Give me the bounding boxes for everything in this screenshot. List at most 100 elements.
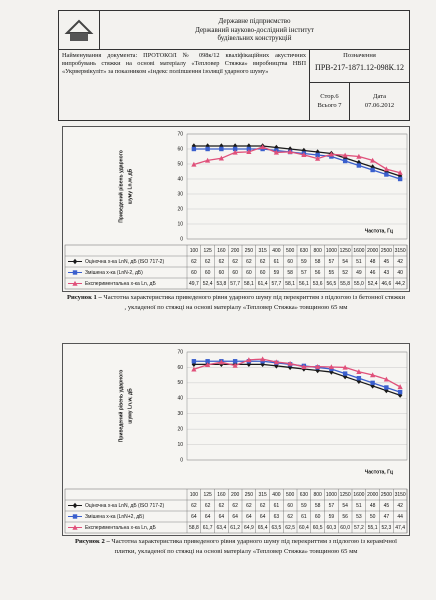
x-tick-label: 250 — [245, 248, 254, 254]
marker — [397, 384, 403, 390]
series-line — [193, 360, 401, 393]
marker — [191, 359, 197, 364]
table-value: 53 — [356, 514, 362, 520]
legend-label: Експериментальна х-ка Ln, дБ — [85, 281, 156, 287]
table-value: 48 — [370, 503, 376, 509]
marker — [72, 280, 78, 286]
table-value: 58,1 — [285, 281, 295, 287]
table-value: 62 — [191, 503, 197, 509]
x-tick-label: 800 — [313, 492, 322, 498]
marker — [315, 155, 321, 161]
table-value: 47 — [384, 514, 390, 520]
chart: 0 10 20 30 40 50 60 70 Приведений рівень ударног… — [62, 126, 410, 292]
table-value: 58,8 — [189, 525, 199, 531]
table-value: 64 — [191, 514, 197, 520]
x-tick-label: 1600 — [353, 248, 364, 254]
x-tick-label: 1000 — [326, 492, 337, 498]
marker — [328, 151, 334, 157]
table-value: 62 — [219, 503, 225, 509]
table-value: 65,4 — [258, 525, 268, 531]
marker — [356, 153, 362, 159]
marker — [287, 360, 293, 366]
table-value: 44,2 — [395, 281, 405, 287]
marker — [383, 376, 389, 382]
table-value: 60 — [232, 270, 238, 276]
x-tick-label: 2000 — [367, 248, 378, 254]
series-line — [193, 146, 401, 174]
marker — [72, 514, 78, 519]
y-tick-label: 30 — [177, 411, 183, 417]
chart: 0 10 20 30 40 50 60 70 Приведений рівень ударног… — [62, 343, 410, 536]
table-value: 64,9 — [244, 525, 254, 531]
x-axis-label: Частота, Гц — [365, 228, 394, 234]
caption-text: Частотна характеристика приведеного рівн… — [111, 538, 397, 555]
marker — [218, 155, 224, 161]
marker — [370, 372, 376, 378]
table-value: 54 — [342, 503, 348, 509]
date-label: Дата — [373, 93, 386, 100]
table-value: 56 — [315, 270, 321, 276]
x-tick-label: 500 — [286, 492, 295, 498]
y-axis-label: шуму Ln,w, дБ — [127, 168, 133, 204]
x-tick-label: 200 — [231, 492, 240, 498]
marker — [72, 524, 78, 530]
marker — [315, 363, 321, 369]
x-tick-label: 400 — [272, 492, 281, 498]
marker — [72, 258, 78, 265]
marker — [329, 154, 334, 159]
table-value: 62 — [219, 259, 225, 265]
marker — [397, 392, 403, 398]
marker — [370, 167, 375, 173]
x-tick-label: 2500 — [381, 248, 392, 254]
page-cell: Стор.6 Всього 7 — [309, 82, 350, 121]
table-value: 62 — [260, 503, 266, 509]
marker — [384, 387, 389, 394]
y-tick-label: 60 — [177, 365, 183, 371]
table-value: 54 — [342, 259, 348, 265]
x-tick-label: 100 — [190, 248, 199, 254]
table-value: 45 — [384, 503, 390, 509]
table-value: 42 — [397, 259, 403, 265]
x-tick-label: 500 — [286, 248, 295, 254]
table-value: 57,7 — [272, 281, 282, 287]
marker — [287, 364, 293, 371]
table-value: 64 — [232, 514, 238, 520]
marker — [232, 362, 238, 368]
org-line: будівельних конструкцій — [217, 34, 292, 42]
table-value: 61 — [274, 259, 280, 265]
x-tick-label: 800 — [313, 248, 322, 254]
y-tick-label: 40 — [177, 176, 183, 182]
table-value: 60 — [205, 270, 211, 276]
table-value: 56,5 — [327, 281, 337, 287]
table-value: 50 — [370, 514, 376, 520]
marker — [205, 157, 211, 163]
marker — [397, 389, 403, 395]
marker — [342, 371, 348, 376]
designation-label: Позначення — [343, 52, 376, 59]
table-value: 58 — [315, 259, 321, 265]
plot-frame — [186, 133, 408, 240]
table-value: 46 — [370, 270, 376, 276]
date: 07.06.2012 — [364, 101, 395, 109]
x-axis-label: Частота, Гц — [365, 469, 394, 475]
marker — [246, 143, 252, 149]
table-value: 60,4 — [299, 525, 309, 531]
x-tick-label: 200 — [231, 248, 240, 254]
marker — [397, 170, 403, 175]
table-value: 55,1 — [368, 525, 378, 531]
x-tick-label: 125 — [203, 248, 212, 254]
caption-label: Рисунок 1 – — [67, 294, 102, 301]
y-tick-label: 20 — [177, 206, 183, 212]
org-line: Державний науково-дослідний інститут — [195, 25, 314, 34]
marker — [205, 359, 210, 364]
marker — [273, 149, 279, 155]
y-tick-label: 70 — [177, 131, 183, 137]
table-value: 61 — [274, 503, 280, 509]
table-value: 57 — [329, 503, 335, 509]
table-value: 64 — [260, 514, 266, 520]
table-value: 58 — [315, 503, 321, 509]
series-line — [193, 358, 401, 388]
table-value: 59 — [329, 514, 335, 520]
y-tick-label: 10 — [177, 442, 183, 448]
